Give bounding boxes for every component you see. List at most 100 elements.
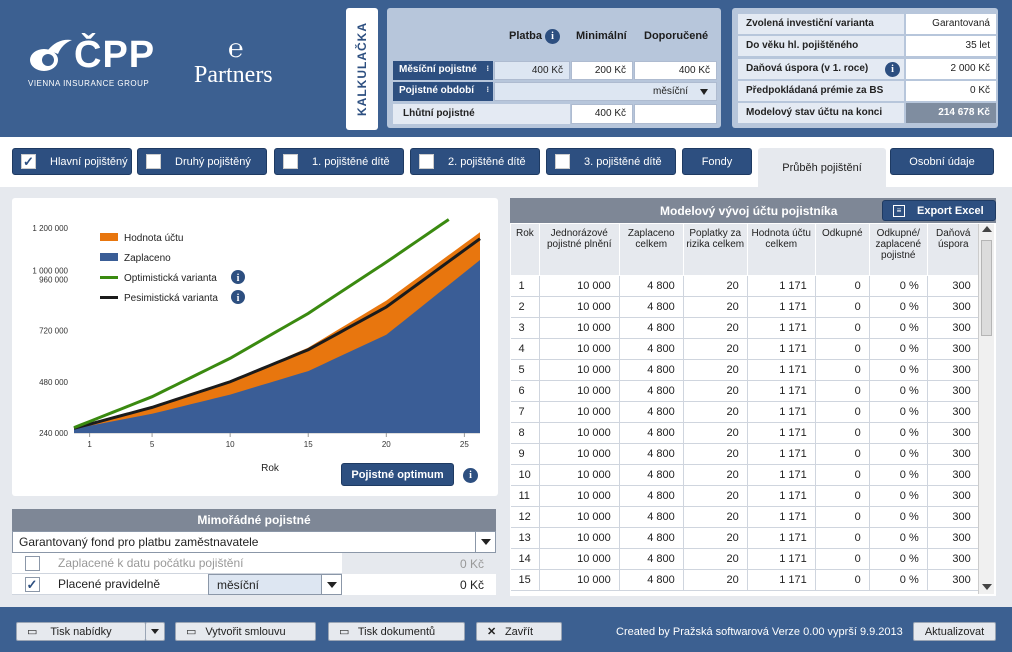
tab-fondy[interactable]: Fondy [682,148,752,175]
table-row: 4 10 000 4 800 20 1 171 0 0 % 300 [510,338,980,360]
vytvorit-smlouvu-button[interactable]: ▭ Vytvořit smlouvu [175,622,316,641]
footer-credits: Created by Pražská softwarová Verze 0.00… [616,626,903,638]
platba-info-icon[interactable]: i [545,29,560,44]
table-cell: 11 [510,485,540,507]
mesicni-dop-value: 400 Kč [634,61,717,80]
export-excel-button[interactable]: ≡ Export Excel [882,200,996,221]
zaplacene-checkbox[interactable] [22,553,42,573]
chevron-down-icon[interactable] [321,575,341,594]
tab-prubeh-pojisteni[interactable]: Průběh pojištění [758,148,886,187]
legend-info-icon[interactable] [231,290,245,304]
series-optimistická-varianta [73,218,450,430]
mesicni-platba-input[interactable]: 400 Kč [494,61,570,80]
tisk-nabidky-button[interactable]: ▭ Tisk nabídky [16,622,146,641]
aktualizovat-button[interactable]: Aktualizovat [913,622,996,641]
checkbox-icon[interactable] [419,154,434,169]
table-panel: Modelový vývoj účtu pojistníka ≡ Export … [510,198,996,596]
checkbox-icon[interactable] [283,154,298,169]
table-scrollbar[interactable] [978,224,994,594]
table-row: 8 10 000 4 800 20 1 171 0 0 % 300 [510,422,980,444]
table-cell: 1 171 [747,506,816,528]
table-cell: 10 000 [539,443,620,465]
kalkulacka-label: KALKULAČKA [355,22,369,116]
tab-osobni-udaje[interactable]: Osobní údaje [890,148,994,175]
table-cell: 0 % [869,569,928,591]
table-cell: 0 [815,506,870,528]
table-cell: 300 [927,380,980,402]
table-cell: 10 000 [539,464,620,486]
checkbox-icon[interactable] [555,154,570,169]
table-cell: 1 171 [747,548,816,570]
table-cell: 10 000 [539,380,620,402]
table-row: 13 10 000 4 800 20 1 171 0 0 % 300 [510,527,980,549]
summary-value: 2 000 Kč [906,59,996,79]
table-cell: 4 800 [619,296,684,318]
zaplacene-value[interactable]: 0 Kč [342,553,496,574]
table-cell: 0 % [869,485,928,507]
table-cell: 300 [927,401,980,423]
table-cell: 0 [815,296,870,318]
modelovy-stav-value: 214 678 Kč [906,103,996,123]
header: ČPP Vienna Insurance Group ℮ Partners KA… [0,0,1012,137]
scroll-down-icon[interactable] [982,584,992,590]
y-tick-label: 1 200 000 [32,224,68,233]
danova-info-icon[interactable]: i [885,62,900,77]
optimum-info-icon[interactable]: i [463,468,478,483]
zavrit-button[interactable]: ✕ Zavřít [476,622,562,641]
checkbox-checked-icon[interactable]: ✓ [21,154,36,169]
table-cell: 0 % [869,275,928,297]
placene-checkbox[interactable]: ✓ [22,574,42,594]
placene-period-select[interactable]: měsíční [208,574,342,595]
placene-value[interactable]: 0 Kč [342,574,496,595]
summary-row: Předpokládaná prémie za BS 0 Kč [738,81,996,101]
table-cell: 0 [815,527,870,549]
tisk-nabidky-dropdown[interactable] [145,622,165,641]
pojistne-obdobi-select[interactable]: měsíční [494,82,717,101]
summary-label: Do věku hl. pojištěného [738,36,904,56]
table-cell: 300 [927,422,980,444]
table-cell: 13 [510,527,540,549]
kalkulacka-tab[interactable]: KALKULAČKA [346,8,378,130]
table-cell: 10 000 [539,548,620,570]
legend-swatch [100,253,118,261]
fund-select[interactable]: Garantovaný fond pro platbu zaměstnavate… [12,531,496,553]
table-cell: 1 171 [747,359,816,381]
table-cell: 300 [927,359,980,381]
table-cell: 4 800 [619,275,684,297]
tab-druhy-pojisteny[interactable]: Druhý pojištěný [137,148,267,175]
table-cell: 10 000 [539,317,620,339]
table-cell: 20 [683,506,748,528]
tab-dite-2[interactable]: 2. pojištěné dítě [410,148,540,175]
scroll-thumb[interactable] [981,240,992,336]
table-cell: 20 [683,485,748,507]
legend-label: Optimistická varianta [124,273,217,284]
tab-dite-1[interactable]: 1. pojištěné dítě [274,148,404,175]
tisk-dokumentu-button[interactable]: ▭ Tisk dokumentů [328,622,465,641]
th-poplatky: Poplatky za rizika celkem [682,223,748,276]
fund-value: Garantovaný fond pro platbu zaměstnavate… [19,535,259,549]
col-platba: Platba [509,30,543,42]
table-cell: 4 800 [619,401,684,423]
legend-info-icon[interactable] [231,270,245,284]
summary-label: Modelový stav účtu na konci [738,103,904,123]
table-row: 1 10 000 4 800 20 1 171 0 0 % 300 [510,275,980,297]
table-cell: 300 [927,338,980,360]
legend-swatch [100,276,118,279]
col-minimalni: Minimální [576,30,627,42]
chevron-down-icon[interactable] [475,532,495,552]
legend-label: Zaplaceno [124,253,171,264]
th-danova: Daňová úspora [926,223,980,276]
pojistne-optimum-button[interactable]: Pojistné optimum [341,463,454,486]
summary-label: Zvolená investiční varianta [738,14,904,34]
table-cell: 10 000 [539,422,620,444]
table-cell: 4 800 [619,527,684,549]
partners-name: Partners [194,62,273,88]
scroll-up-icon[interactable] [982,226,992,232]
checkbox-icon[interactable] [146,154,161,169]
tab-dite-3[interactable]: 3. pojištěné dítě [546,148,676,175]
mimoradne-title: Mimořádné pojistné [12,509,496,531]
table-cell: 10 000 [539,527,620,549]
table-cell: 1 171 [747,422,816,444]
tab-hlavni-pojisteny[interactable]: ✓ Hlavní pojištěný [12,148,132,175]
